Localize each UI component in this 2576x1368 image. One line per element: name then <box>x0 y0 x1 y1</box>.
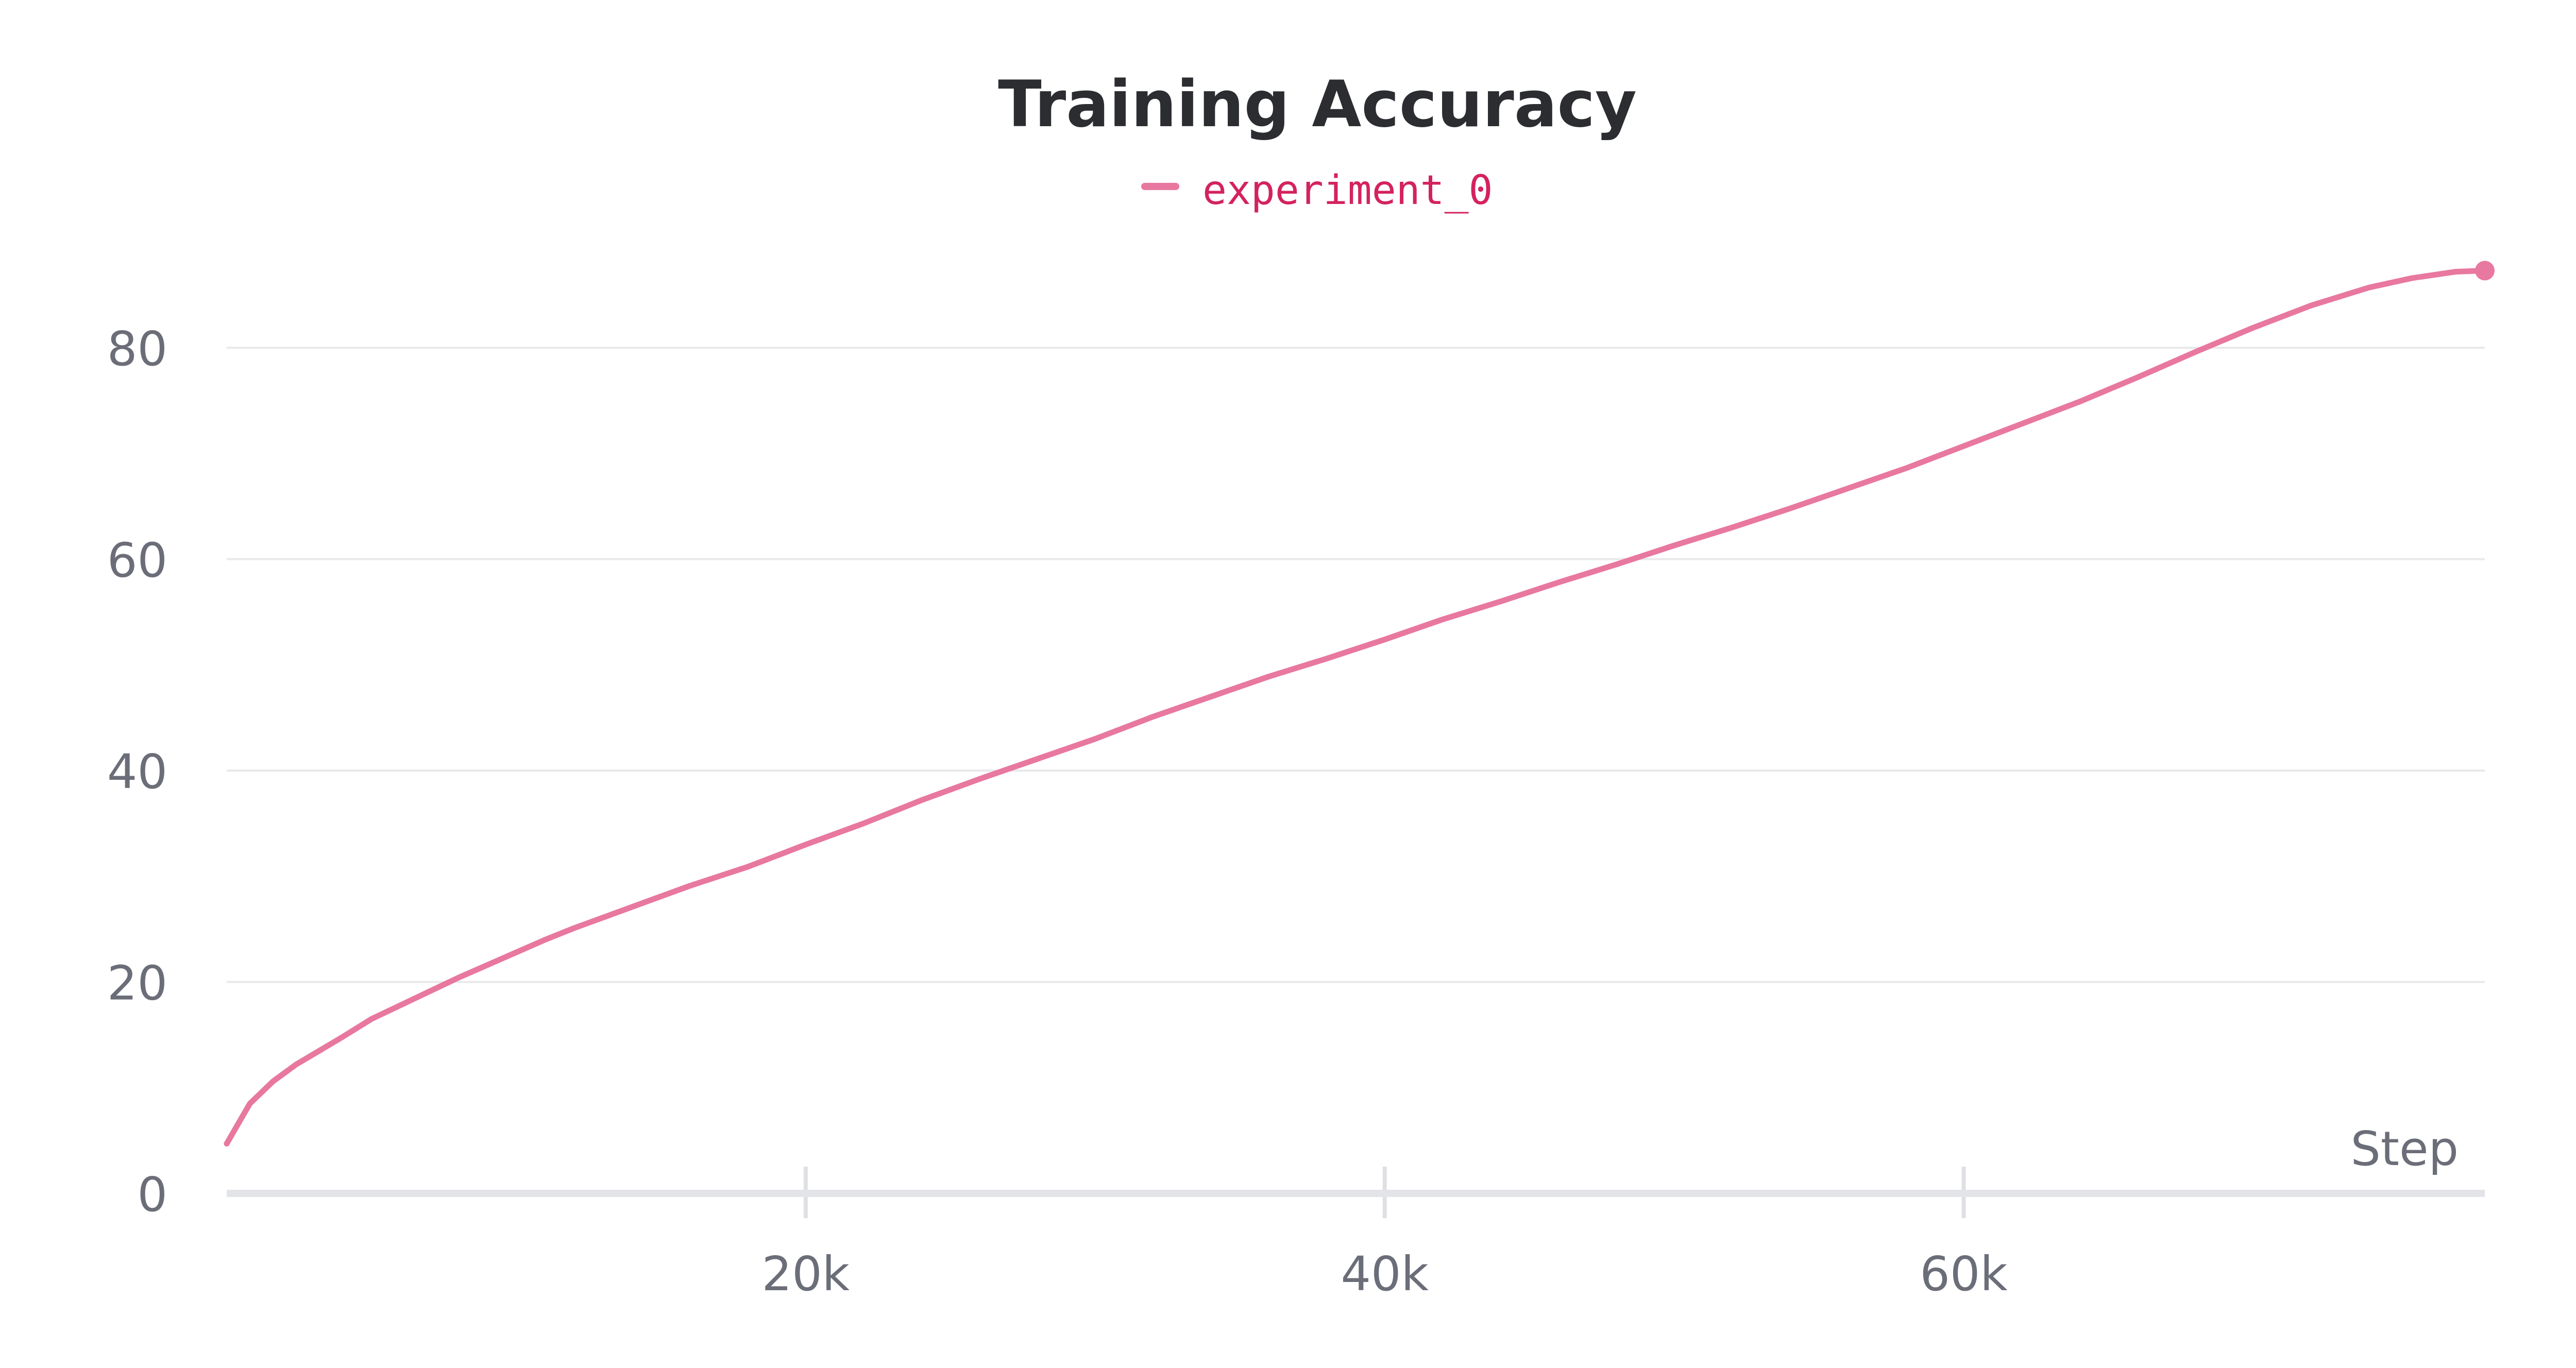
x-axis-label: Step <box>2351 1121 2459 1176</box>
x-tick-label: 20k <box>762 1246 850 1302</box>
series-end-point-0[interactable] <box>2475 261 2495 281</box>
y-axis-ticks: 0 20 40 60 80 <box>107 321 167 1222</box>
y-tick-label: 0 <box>137 1167 167 1222</box>
y-tick-label: 80 <box>107 321 167 377</box>
legend[interactable]: experiment_0 <box>1141 167 1493 214</box>
x-tick-label: 40k <box>1341 1246 1429 1302</box>
y-tick-label: 60 <box>107 533 167 588</box>
x-tick-label: 60k <box>1920 1246 2008 1302</box>
series-layer[interactable] <box>224 261 2495 1147</box>
chart-title: Training Accuracy <box>998 67 1637 142</box>
x-axis-ticks: 20k 40k 60k <box>762 1167 2008 1302</box>
series-line-0[interactable] <box>224 267 2488 1147</box>
y-tick-label: 20 <box>107 956 167 1011</box>
legend-label-experiment-0: experiment_0 <box>1202 167 1493 214</box>
grid-lines <box>227 347 2485 983</box>
y-tick-label: 40 <box>107 744 167 799</box>
